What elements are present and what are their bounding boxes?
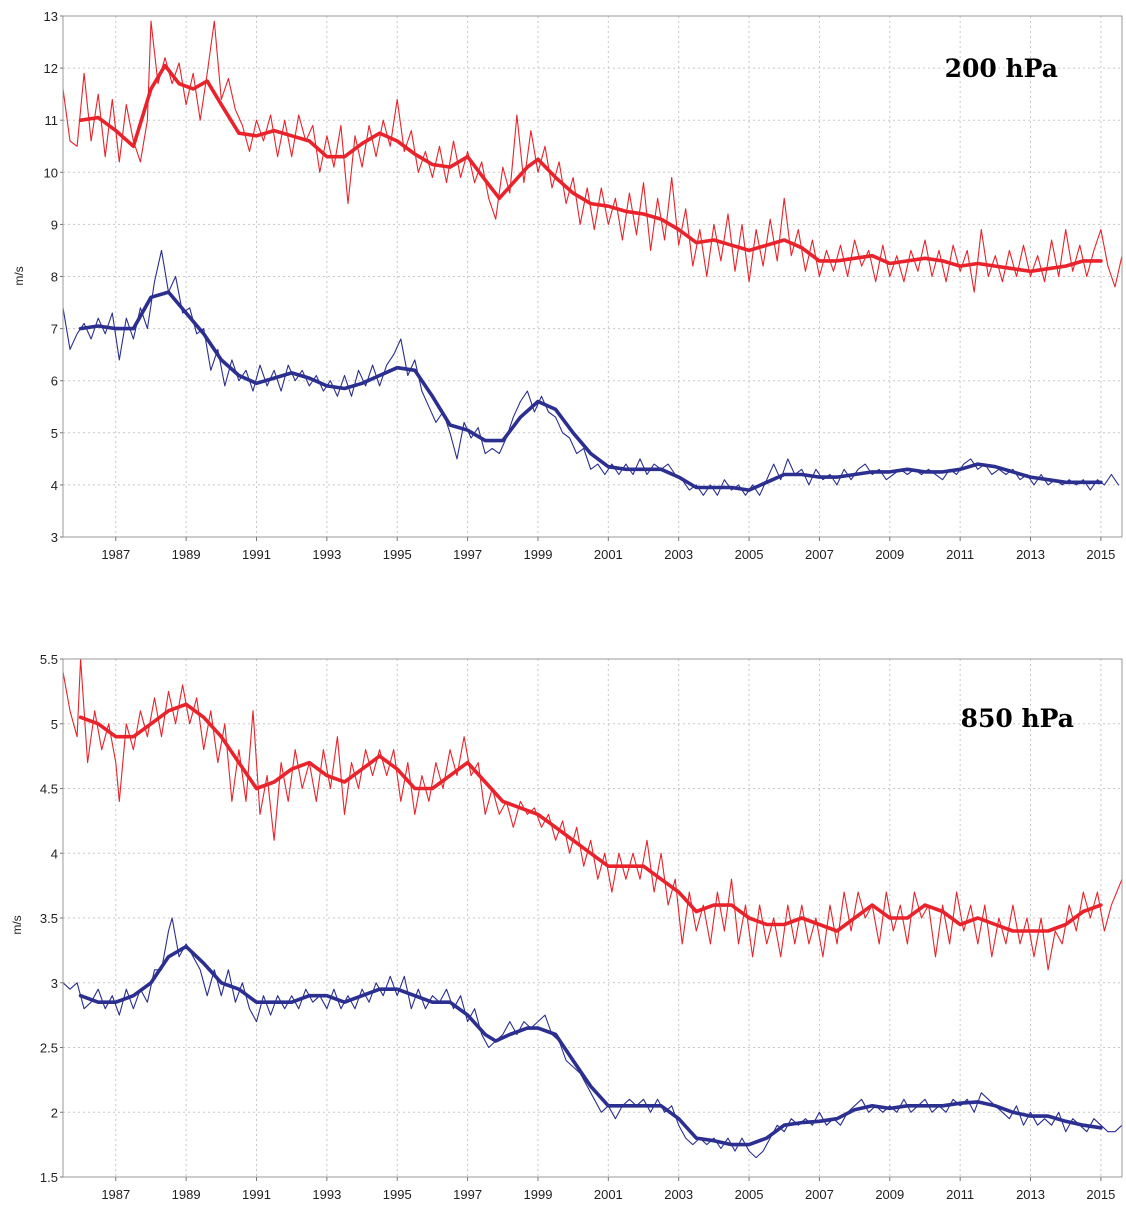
red-raw-line	[62, 20, 1123, 293]
red-raw-line	[62, 658, 1123, 971]
x-tick-label: 1989	[172, 1187, 201, 1202]
red-smoothed-line	[78, 63, 1103, 274]
x-tick-label: 2005	[735, 1187, 764, 1202]
x-tick-label: 2003	[664, 547, 693, 562]
x-tick-label: 1989	[172, 547, 201, 562]
chart-850hpa: 1.5 2 2.5 3 3.5 4 4.5 5 5.5 1987 1989 1991 1993 1995 1…	[0, 640, 1126, 1209]
y-tick-label: 2	[51, 1105, 58, 1120]
x-tick-label: 2011	[946, 547, 974, 562]
y-tick-label: 4	[51, 478, 58, 493]
x-tick-label: 1999	[524, 547, 553, 562]
chart-850hpa-svg: 1.5 2 2.5 3 3.5 4 4.5 5 5.5 1987 1989 1991 1993 1995 1…	[10, 652, 1123, 1202]
x-tick-label: 2001	[594, 1187, 623, 1202]
y-axis-label: m/s	[10, 915, 24, 934]
x-tick-label: 1993	[312, 1187, 341, 1202]
x-tick-label: 1991	[242, 1187, 271, 1202]
y-tick-label: 12	[44, 61, 58, 76]
level-label-850hpa: 850 hPa	[961, 704, 1074, 733]
y-tick-label: 3	[51, 976, 58, 991]
y-tick-label: 9	[51, 217, 58, 232]
x-tick-label: 1997	[453, 547, 482, 562]
x-tick-label: 2015	[1086, 547, 1115, 562]
y-tick-label: 13	[44, 9, 58, 24]
x-tick-label: 2015	[1086, 1187, 1115, 1202]
level-label-200hpa: 200 hPa	[945, 54, 1058, 83]
chart-200hpa-svg: 3 4 5 6 7 8 9 10 11 12 13 1987 1989 1991 1993 1995 1997 1…	[12, 9, 1123, 562]
y-tick-label: 2.5	[40, 1041, 58, 1056]
x-tick-label: 2013	[1016, 1187, 1045, 1202]
x-tick-label: 2005	[735, 547, 764, 562]
y-tick-label: 5	[51, 717, 58, 732]
y-axis-label: m/s	[12, 266, 26, 285]
blue-smoothed-line	[78, 944, 1103, 1147]
x-tick-label: 1999	[524, 1187, 553, 1202]
y-tick-label: 6	[51, 374, 58, 389]
y-tick-label: 10	[44, 165, 58, 180]
blue-raw-line	[62, 917, 1123, 1159]
x-tick-label: 2003	[664, 1187, 693, 1202]
x-tick-label: 1987	[101, 547, 130, 562]
red-smoothed-line	[78, 702, 1103, 933]
x-tick-label: 2011	[946, 1187, 974, 1202]
y-tick-label: 8	[51, 270, 58, 285]
y-tick-label: 7	[51, 322, 58, 337]
y-tick-label: 5	[51, 426, 58, 441]
y-tick-label: 4.5	[40, 782, 58, 797]
x-tick-label: 1993	[312, 547, 341, 562]
x-tick-label: 2009	[875, 547, 904, 562]
y-tick-label: 3.5	[40, 911, 58, 926]
blue-smoothed-line	[78, 290, 1103, 492]
x-tick-label: 2013	[1016, 547, 1045, 562]
x-tick-label: 1995	[383, 547, 412, 562]
x-tick-label: 1995	[383, 1187, 412, 1202]
blue-raw-line	[62, 249, 1120, 496]
y-tick-label: 4	[51, 846, 58, 861]
y-tick-label: 11	[45, 113, 59, 128]
x-tick-label: 2007	[805, 1187, 834, 1202]
x-tick-label: 1991	[242, 547, 271, 562]
y-tick-label: 1.5	[40, 1170, 58, 1185]
x-tick-label: 1987	[101, 1187, 130, 1202]
y-tick-label: 3	[51, 530, 58, 545]
y-tick-label: 5.5	[40, 652, 58, 667]
x-tick-label: 2009	[875, 1187, 904, 1202]
x-tick-label: 1997	[453, 1187, 482, 1202]
x-tick-label: 2001	[594, 547, 623, 562]
chart-200hpa: 3 4 5 6 7 8 9 10 11 12 13 1987 1989 1991 1993 1995 1997 1…	[0, 0, 1126, 575]
x-tick-label: 2007	[805, 547, 834, 562]
